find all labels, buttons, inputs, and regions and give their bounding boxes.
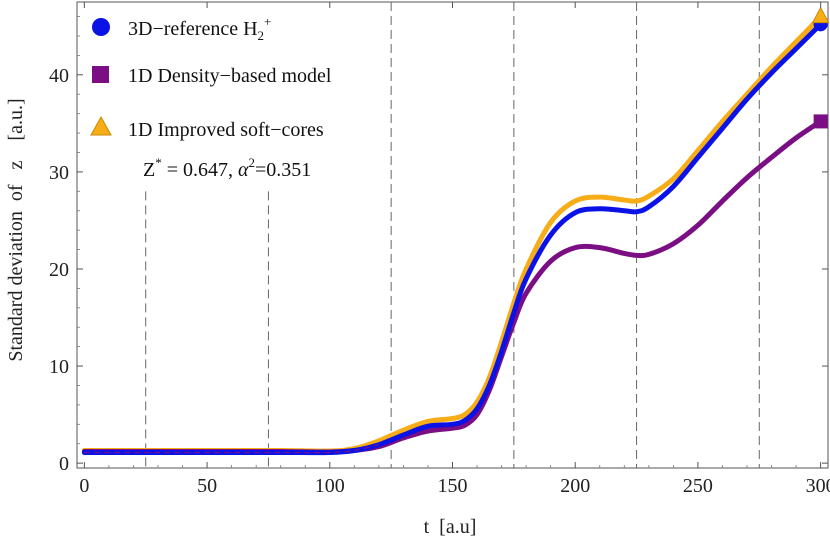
x-tick-label-300: 300 [806, 475, 830, 497]
legend-marker-circle [92, 18, 110, 36]
y-tick-label-30: 30 [49, 162, 69, 184]
x-tick-label-100: 100 [315, 475, 345, 497]
parameter-annotation: Z* = 0.647, α2=0.351 [143, 155, 311, 181]
x-tick-label-0: 0 [79, 475, 89, 497]
x-tick-label-250: 250 [683, 475, 713, 497]
series-lines [81, 14, 824, 456]
x-tick-label-200: 200 [560, 475, 590, 497]
x-tick-label-150: 150 [438, 475, 468, 497]
legend: 3D−reference H2+ 1D Density−based model … [90, 14, 332, 181]
series-line-0 [81, 21, 824, 456]
end-marker-2 [811, 6, 830, 24]
series-dash-overlay [84, 444, 380, 454]
legend-entry-3: 1D Improved soft−cores [128, 119, 324, 141]
x-tick-label-50: 50 [197, 475, 217, 497]
legend-entry-2: 1D Density−based model [128, 65, 332, 87]
end-marker-1 [813, 114, 828, 129]
series-end-markers [811, 6, 830, 129]
legend-entry-1: 3D−reference H2+ [128, 14, 271, 43]
y-axis-label: Standard deviation of z [a.u.] [5, 98, 27, 361]
legend-marker-triangle [90, 115, 112, 136]
x-axis-label: t [a.u] [424, 516, 477, 538]
y-tick-label-40: 40 [49, 65, 69, 87]
y-tick-label-10: 10 [49, 356, 69, 378]
legend-marker-square [92, 66, 109, 83]
y-tick-label-20: 20 [49, 259, 69, 281]
axis-ticks: 0 50 100 150 200 250 300 0 10 20 30 40 [49, 2, 830, 497]
y-tick-label-0: 0 [59, 453, 69, 475]
